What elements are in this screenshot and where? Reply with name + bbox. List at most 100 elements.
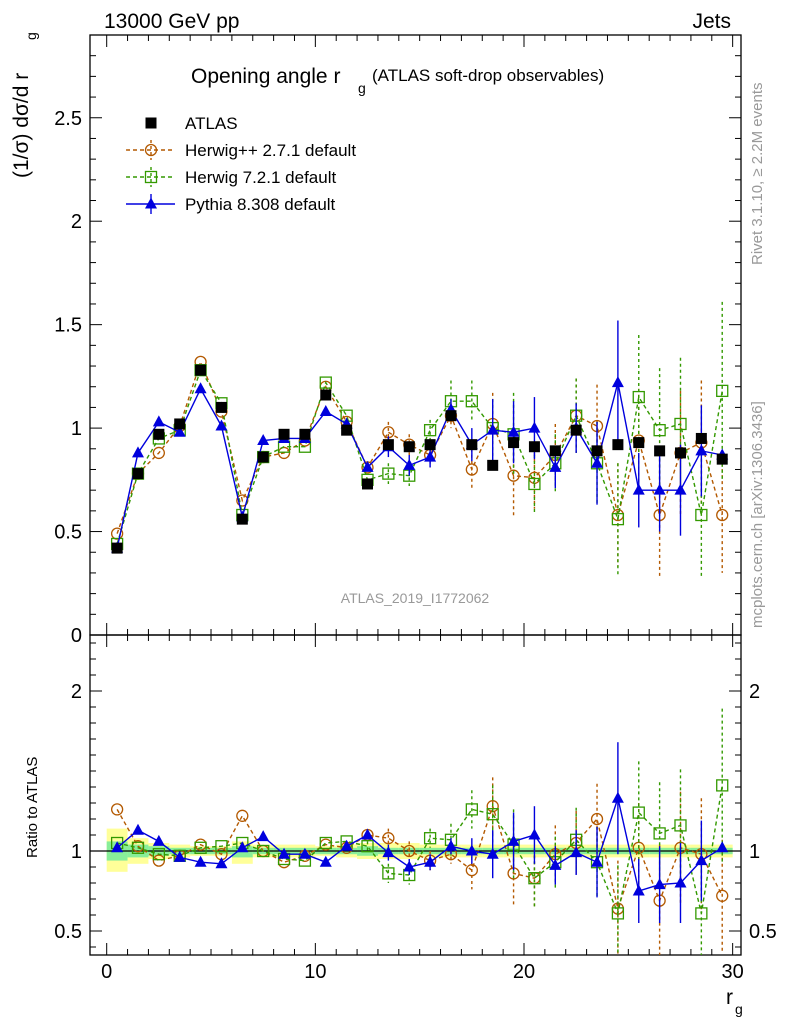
point-atlas (403, 441, 415, 453)
ratio-point-pythia8 (131, 823, 144, 835)
point-atlas (132, 468, 144, 480)
ratio-point-herwig7 (695, 907, 708, 920)
legend-marker-pythia8 (145, 197, 157, 209)
rivet-label: Rivet 3.1.10, ≥ 2.2M events (749, 83, 766, 266)
point-herwig7 (716, 384, 729, 398)
point-atlas (153, 428, 165, 440)
ratio-point-herwig7 (465, 803, 478, 816)
ratio-point-herwig7 (131, 841, 145, 854)
point-herwig7 (465, 395, 478, 408)
legend-marker-atlas (145, 117, 157, 129)
plot-title-main: Opening angle r (191, 65, 340, 88)
plot-title-subscript: g (358, 80, 366, 96)
ratio-point-pythia8 (382, 846, 395, 858)
ratio-point-herwigpp (403, 844, 416, 858)
ratio-point-herwigpp (110, 803, 124, 816)
ratio-point-pythia8 (236, 841, 249, 853)
point-atlas (716, 453, 728, 465)
ratio-point-herwig7 (653, 827, 666, 840)
header-left: 13000 GeV pp (104, 10, 239, 33)
ratio-y-tick-label-right: 0.5 (749, 921, 777, 943)
point-atlas (341, 424, 353, 436)
point-pythia8 (173, 425, 186, 437)
ratio-point-pythia8 (570, 846, 583, 858)
ratio-y-tick-label-right: 1 (749, 841, 760, 863)
ratio-line-pythia8 (116, 795, 723, 892)
point-pythia8 (632, 483, 645, 495)
legend-label-herwigpp: Herwig++ 2.7.1 default (185, 141, 356, 160)
point-atlas (528, 441, 540, 453)
point-herwig7 (674, 417, 687, 431)
point-herwigpp (716, 508, 729, 522)
ratio-point-herwig7 (486, 808, 499, 821)
ratio-point-herwigpp (590, 812, 604, 826)
ratio-point-herwig7 (319, 836, 332, 850)
ratio-y-tick-label-left: 2 (71, 681, 82, 703)
y-axis-label-subscript: g (23, 32, 39, 40)
main-data-layer (110, 301, 729, 578)
ratio-point-pythia8 (173, 850, 186, 862)
y-tick-label: 0 (71, 625, 82, 647)
ratio-y-tick-label-left: 0.5 (54, 921, 82, 943)
ratio-point-pythia8 (340, 839, 353, 851)
ratio-point-pythia8 (403, 860, 416, 872)
ratio-panel: 0.5 0.51 12 20 10 20 30 (54, 634, 777, 983)
ratio-point-herwig7 (674, 819, 687, 832)
point-herwig7 (653, 424, 666, 437)
point-atlas (508, 437, 520, 449)
ratio-frame (89, 634, 742, 956)
point-atlas (215, 401, 227, 413)
y-tick-label: 2.5 (54, 108, 82, 130)
ratio-point-pythia8 (257, 830, 270, 842)
point-atlas (674, 447, 686, 459)
plot-title-extra: (ATLAS soft-drop observables) (372, 66, 604, 85)
point-pythia8 (591, 456, 604, 468)
point-atlas (424, 439, 436, 451)
legend-label-pythia8: Pythia 8.308 default (185, 195, 336, 214)
ratio-point-pythia8 (653, 878, 666, 890)
series-line-herwig7 (116, 368, 723, 545)
point-herwig7 (528, 477, 541, 491)
ratio-y-axis-label: Ratio to ATLAS (24, 757, 41, 858)
point-pythia8 (319, 405, 332, 417)
ratio-point-pythia8 (444, 839, 457, 851)
ratio-point-herwig7 (423, 832, 437, 845)
x-tick-label: 20 (513, 961, 535, 983)
point-herwig7 (632, 390, 645, 404)
ratio-point-pythia8 (695, 854, 708, 866)
point-herwig7 (319, 376, 332, 389)
ratio-point-herwig7 (194, 841, 207, 854)
ratio-data-layer (110, 708, 729, 955)
ratio-point-pythia8 (591, 855, 604, 867)
y-tick-label: 0.5 (54, 522, 82, 544)
series-line-pythia8 (116, 382, 723, 549)
point-pythia8 (674, 483, 687, 495)
point-pythia8 (131, 446, 144, 458)
y-tick-label: 2 (71, 211, 82, 233)
x-axis-label-subscript: g (735, 1001, 743, 1017)
ratio-point-herwigpp (716, 889, 729, 902)
point-herwig7 (611, 512, 625, 526)
point-pythia8 (549, 460, 562, 472)
point-atlas (591, 445, 603, 457)
ratio-point-pythia8 (632, 884, 645, 896)
point-atlas (445, 410, 457, 422)
legend: ATLAS Herwig++ 2.7.1 default Herwig 7.2.1 … (126, 114, 356, 214)
ratio-point-pythia8 (674, 876, 687, 888)
ratio-point-herwig7 (361, 840, 374, 853)
ratio-point-herwigpp (465, 864, 478, 877)
point-atlas (299, 428, 311, 440)
point-pythia8 (257, 434, 270, 446)
analysis-watermark: ATLAS_2019_I1772062 (341, 590, 490, 606)
point-atlas (257, 451, 269, 463)
ratio-point-herwig7 (716, 779, 729, 792)
ratio-point-pythia8 (486, 847, 499, 859)
ratio-point-pythia8 (549, 858, 562, 870)
point-pythia8 (215, 419, 228, 431)
mcplots-label: mcplots.cern.ch [arXiv:1306.3436] (749, 401, 766, 628)
legend-marker-herwig7 (144, 170, 158, 184)
ratio-point-pythia8 (424, 855, 437, 867)
ratio-y-tick-label-left: 1 (71, 841, 82, 863)
ratio-point-herwig7 (257, 844, 270, 858)
